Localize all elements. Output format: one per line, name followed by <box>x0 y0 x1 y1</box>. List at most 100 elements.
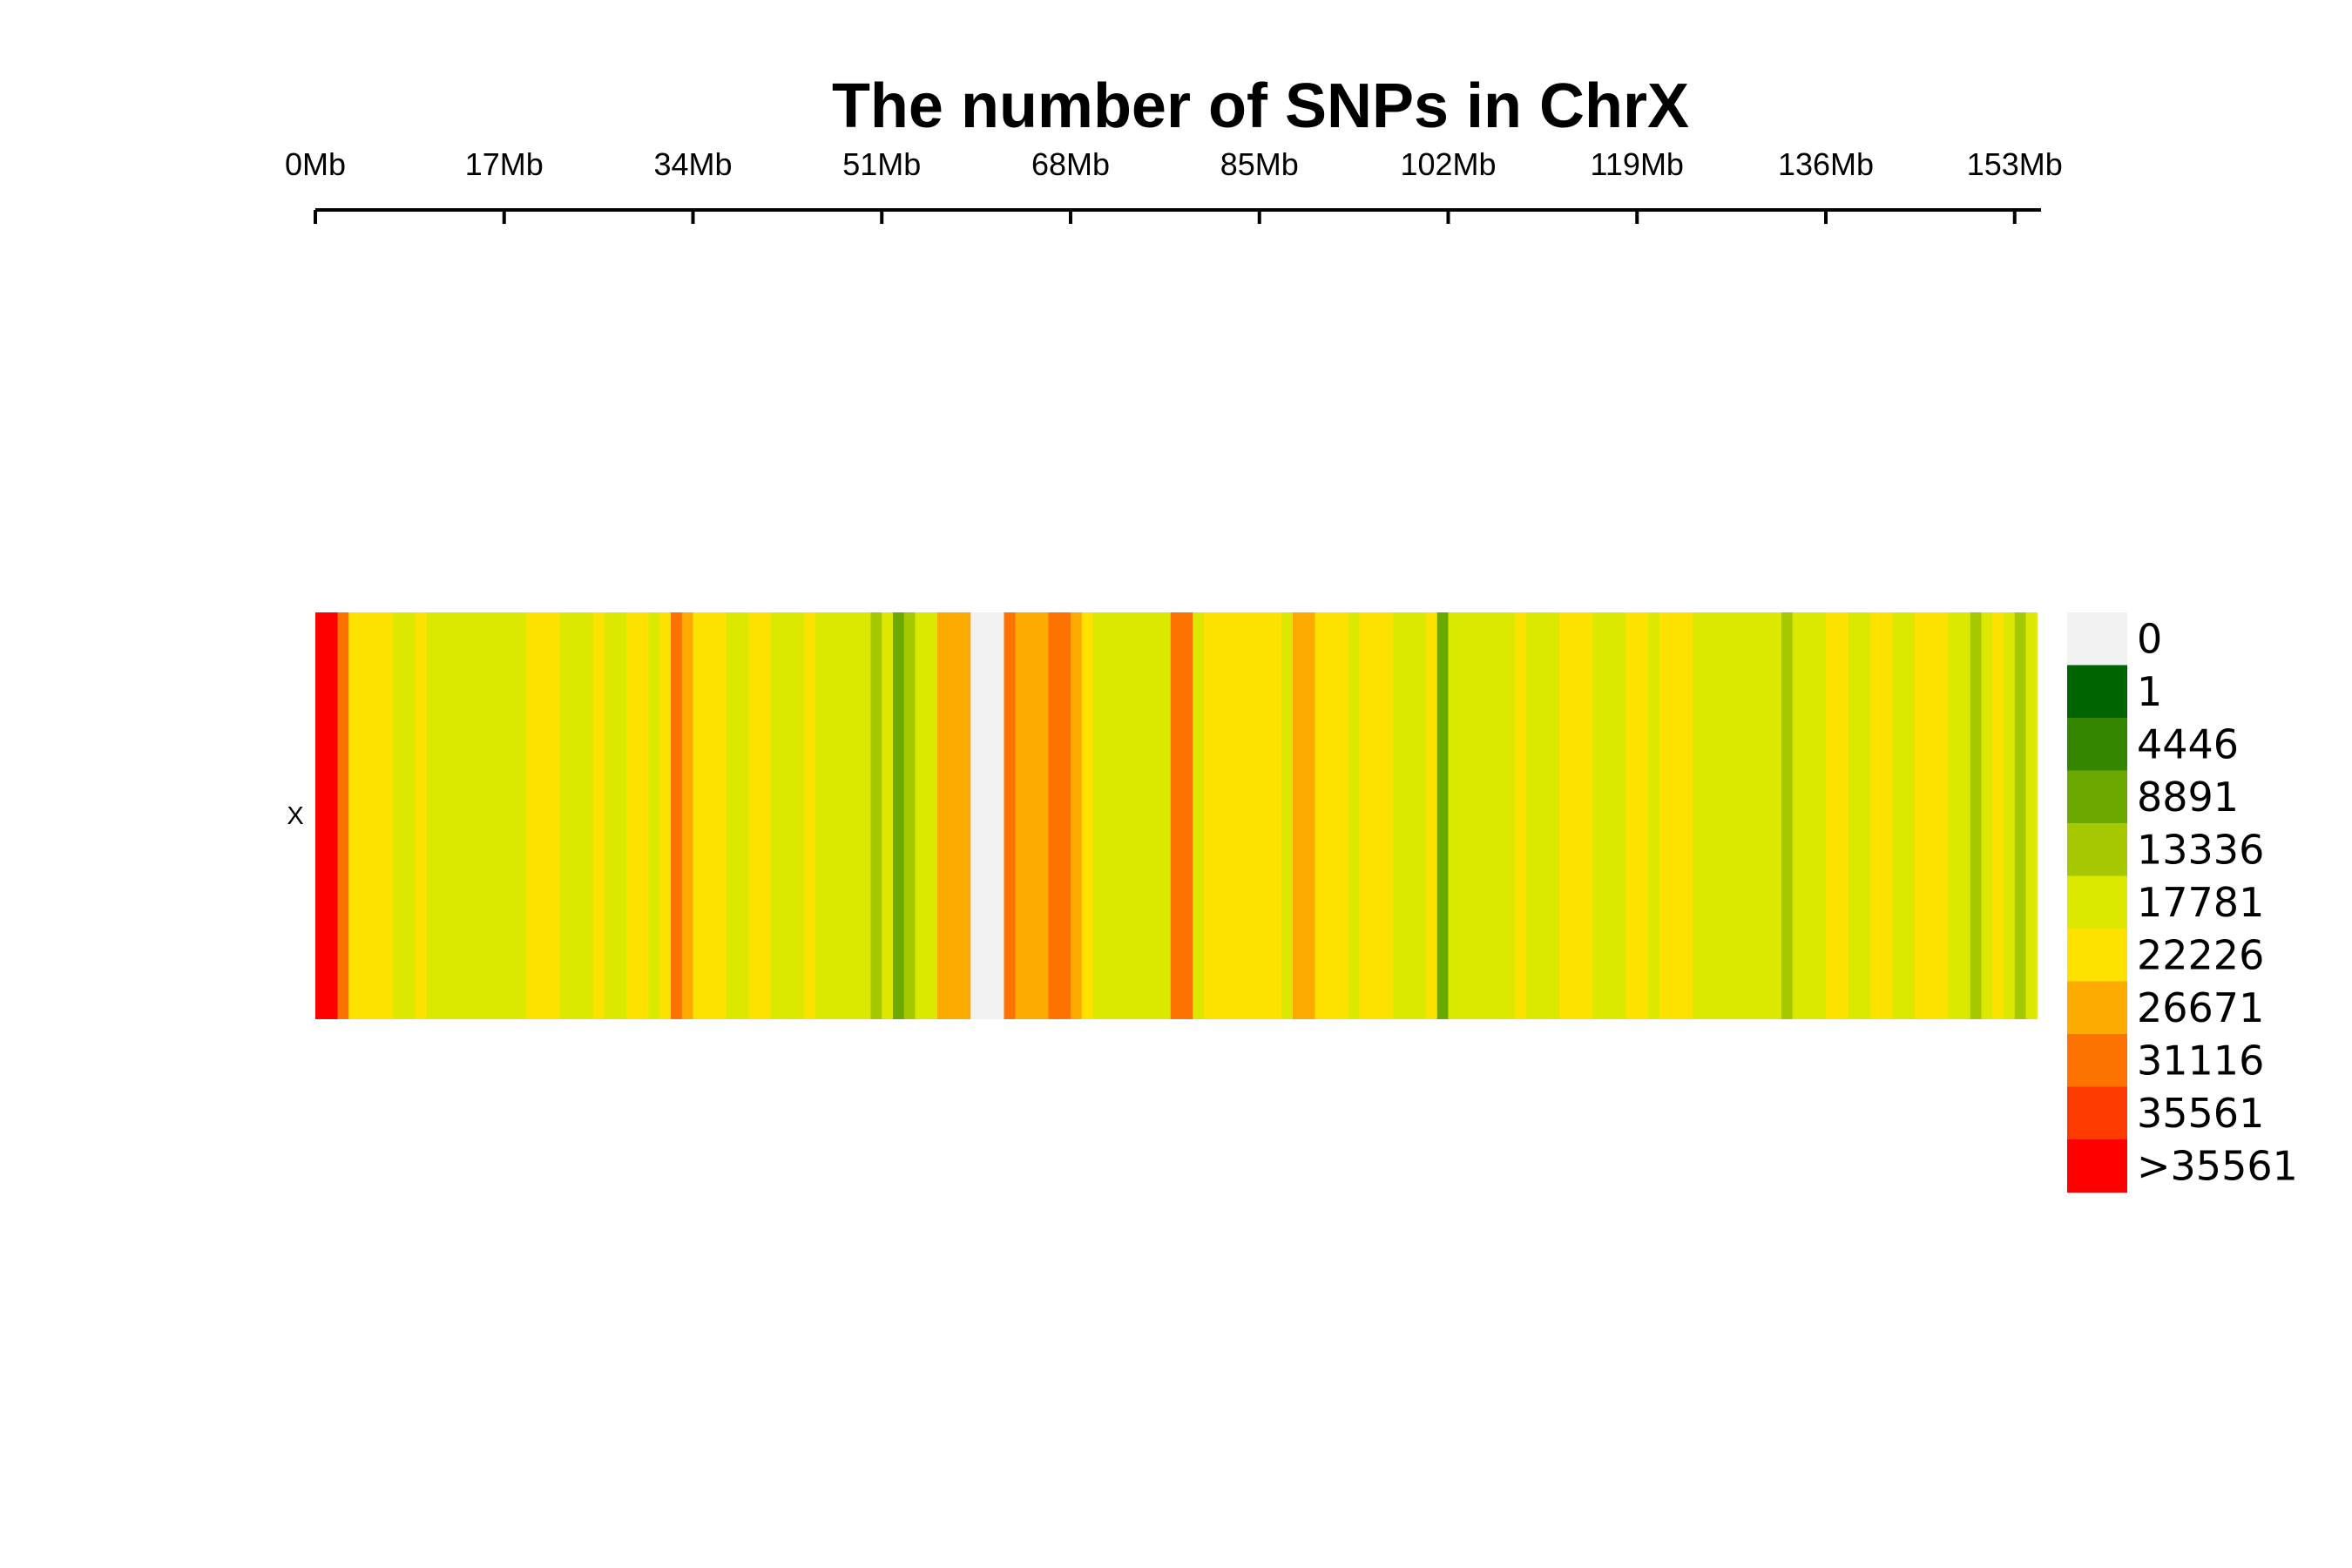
heatmap-cell <box>504 612 517 1019</box>
heatmap-cell <box>1415 612 1427 1019</box>
legend-swatch <box>2067 1086 2127 1140</box>
heatmap-cell <box>1581 612 1593 1019</box>
heatmap-cell <box>1048 612 1060 1019</box>
heatmap-cell <box>1359 612 1371 1019</box>
heatmap-cell <box>415 612 428 1019</box>
heatmap-cell <box>1170 612 1183 1019</box>
heatmap-cell <box>548 612 561 1019</box>
heatmap-cell <box>982 612 994 1019</box>
heatmap-cell <box>1193 612 1205 1019</box>
row-label: X <box>287 802 303 830</box>
legend-label: 0 <box>2137 615 2162 662</box>
heatmap-cell <box>1992 612 2004 1019</box>
legend-label: 22226 <box>2137 931 2264 978</box>
heatmap-cell <box>1115 612 1127 1019</box>
heatmap-cell <box>992 612 1005 1019</box>
heatmap-cell <box>726 612 739 1019</box>
heatmap-cell <box>1859 612 1871 1019</box>
heatmap-cell <box>1059 612 1071 1019</box>
heatmap-cell <box>1392 612 1405 1019</box>
heatmap-cell <box>626 612 639 1019</box>
heatmap-cell <box>1881 612 1894 1019</box>
heatmap-cell <box>959 612 971 1019</box>
heatmap-cell <box>370 612 383 1019</box>
heatmap-cell <box>2004 612 2016 1019</box>
heatmap-cell <box>1481 612 1494 1019</box>
heatmap-cell <box>559 612 571 1019</box>
x-tick-label: 102Mb <box>1400 146 1496 182</box>
legend-swatch <box>2067 718 2127 772</box>
heatmap-cell <box>1159 612 1172 1019</box>
heatmap-cell <box>582 612 594 1019</box>
heatmap-cell <box>1515 612 1527 1019</box>
legend-swatch <box>2067 665 2127 719</box>
legend-swatch <box>2067 875 2127 929</box>
heatmap-cell <box>648 612 660 1019</box>
heatmap-cell <box>1848 612 1860 1019</box>
heatmap-cell <box>1803 612 1815 1019</box>
heatmap-cell <box>1214 612 1227 1019</box>
heatmap-cell <box>681 612 694 1019</box>
x-tick-label: 51Mb <box>842 146 921 182</box>
legend-label: 1 <box>2137 668 2162 715</box>
heatmap-cell <box>1237 612 1249 1019</box>
heatmap-cell <box>1370 612 1382 1019</box>
heatmap-cell <box>1181 612 1193 1019</box>
heatmap-cell <box>671 612 683 1019</box>
heatmap-cell <box>1337 612 1349 1019</box>
x-tick-label: 119Mb <box>1591 146 1684 182</box>
heatmap-cell <box>1792 612 1805 1019</box>
heatmap-cell <box>848 612 861 1019</box>
x-tick-label: 136Mb <box>1778 146 1874 182</box>
heatmap-cell <box>315 612 328 1019</box>
legend-label: 17781 <box>2137 879 2264 926</box>
heatmap-cell <box>426 612 438 1019</box>
heatmap-cell <box>1248 612 1260 1019</box>
heatmap-cell <box>870 612 882 1019</box>
heatmap-cell <box>1948 612 1960 1019</box>
heatmap-cell <box>1703 612 1716 1019</box>
heatmap-cell <box>437 612 449 1019</box>
heatmap-cell <box>348 612 361 1019</box>
x-tick-label: 153Mb <box>1967 146 2063 182</box>
heatmap-cell <box>1326 612 1338 1019</box>
legend-swatch <box>2067 823 2127 877</box>
x-tick-label: 0Mb <box>285 146 346 182</box>
heatmap-cell <box>482 612 494 1019</box>
heatmap-cell <box>1625 612 1638 1019</box>
heatmap-cell <box>493 612 505 1019</box>
heatmap-cell <box>1925 612 1938 1019</box>
heatmap-cell <box>1137 612 1149 1019</box>
heatmap-cell <box>970 612 983 1019</box>
heatmap-cell <box>1259 612 1272 1019</box>
heatmap-cell <box>1959 612 1971 1019</box>
heatmap-cell <box>1726 612 1738 1019</box>
heatmap-cell <box>1614 612 1627 1019</box>
heatmap-cell <box>659 612 672 1019</box>
heatmap-cell <box>915 612 927 1019</box>
heatmap-cell <box>1504 612 1516 1019</box>
heatmap-cell <box>826 612 838 1019</box>
heatmap-cell <box>1148 612 1160 1019</box>
heatmap-cell <box>1903 612 1916 1019</box>
heatmap-cell <box>1081 612 1094 1019</box>
heatmap-cell <box>1448 612 1460 1019</box>
legend-swatch <box>2067 929 2127 983</box>
heatmap-cell <box>382 612 394 1019</box>
heatmap-cell <box>571 612 583 1019</box>
heatmap-cell <box>2025 612 2038 1019</box>
heatmap-cell <box>804 612 816 1019</box>
heatmap-cell <box>903 612 916 1019</box>
heatmap-cell <box>326 612 339 1019</box>
heatmap-cell <box>2014 612 2027 1019</box>
heatmap-cell <box>360 612 372 1019</box>
heatmap-cell <box>1303 612 1316 1019</box>
heatmap-cell <box>1204 612 1216 1019</box>
heatmap-cell <box>1092 612 1105 1019</box>
heatmap-cell <box>1648 612 1660 1019</box>
heatmap-cell <box>1693 612 1705 1019</box>
legend-label: 8891 <box>2137 774 2239 821</box>
heatmap-cell <box>1403 612 1416 1019</box>
heatmap-cell <box>948 612 961 1019</box>
heatmap-cell <box>859 612 872 1019</box>
